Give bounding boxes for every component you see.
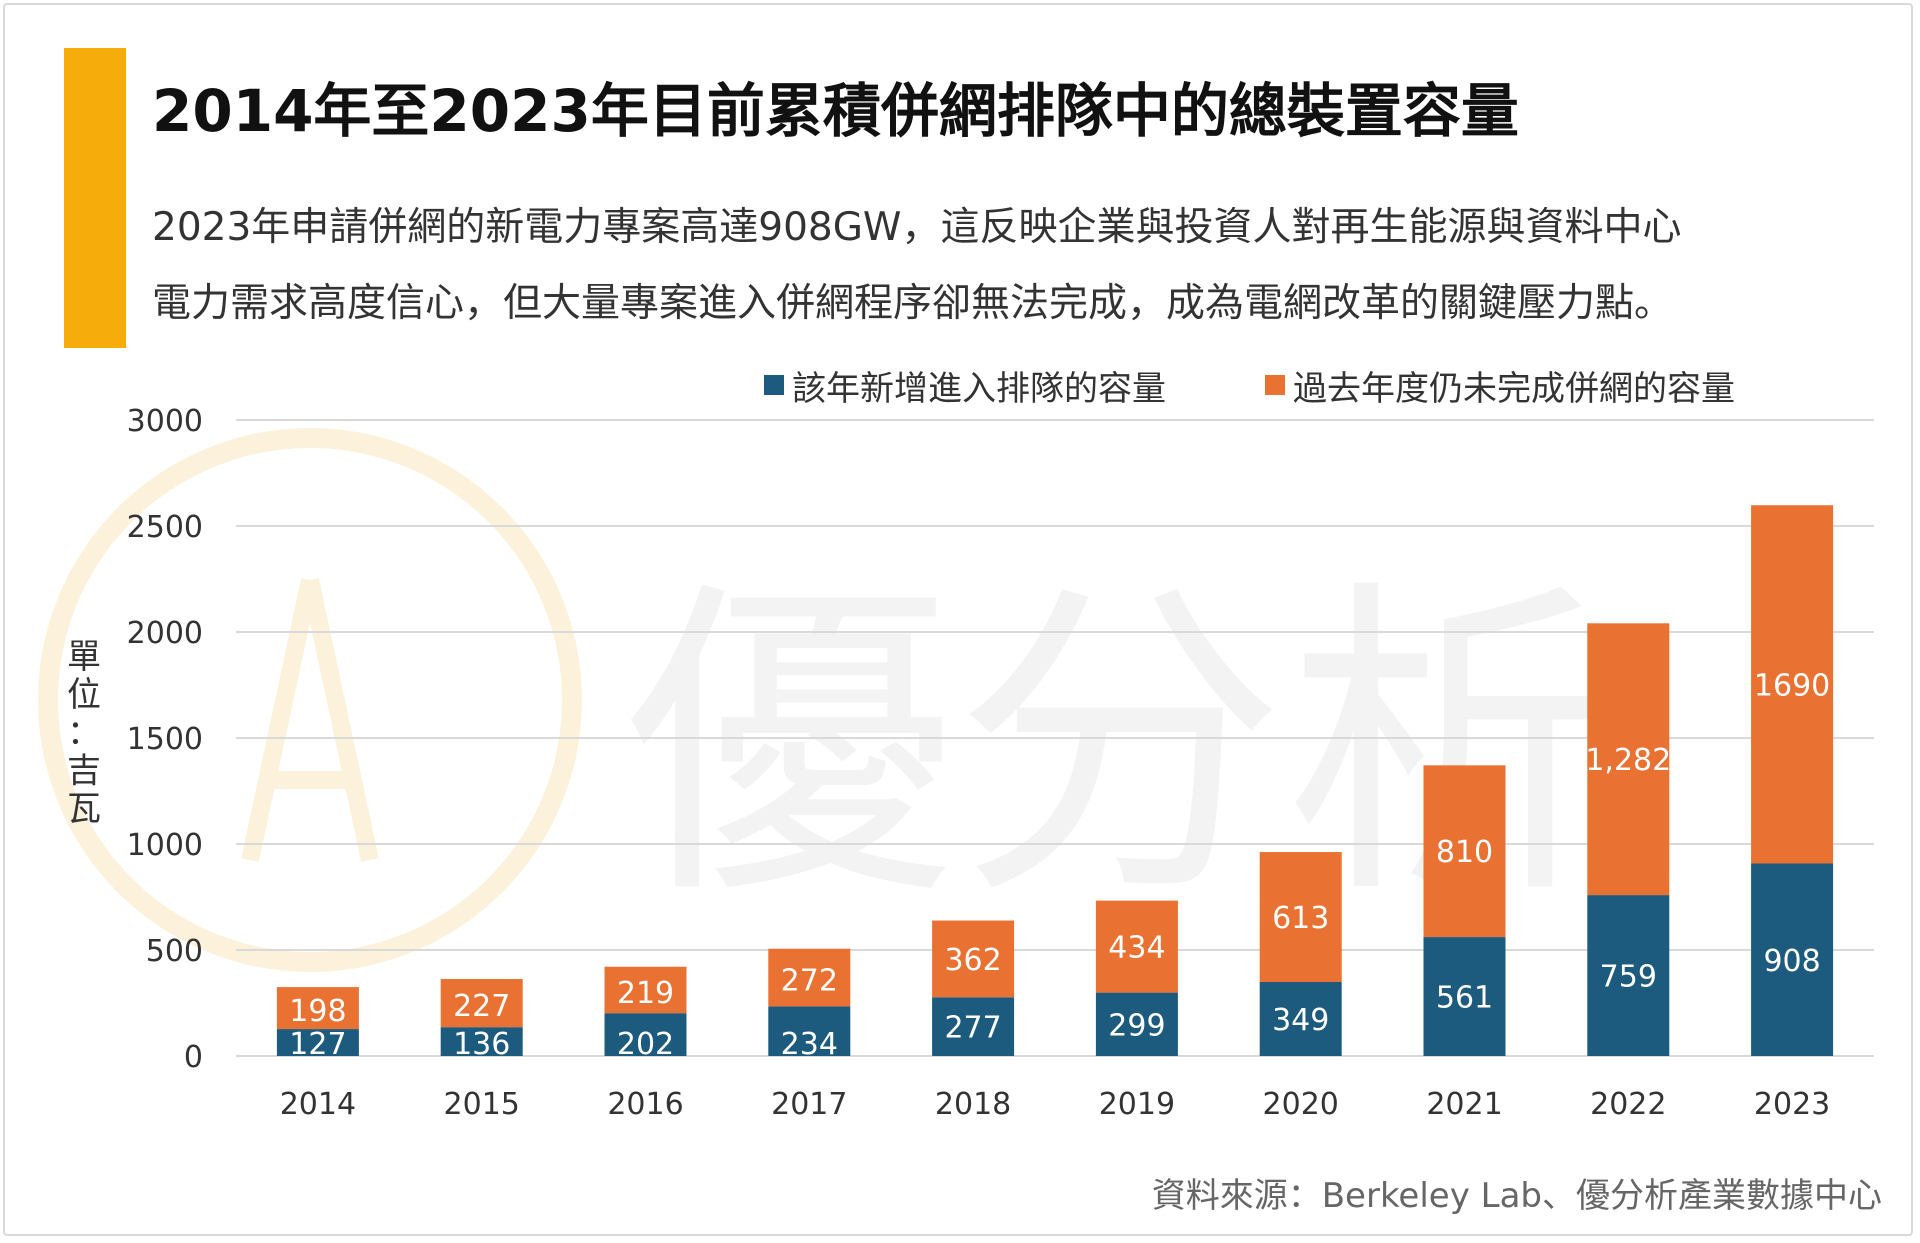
data-label-pending-2016: 219	[617, 976, 674, 1011]
data-label-new-2021: 561	[1436, 981, 1493, 1016]
y-axis-label: 單位：吉瓦	[67, 637, 101, 829]
y-tick-label: 500	[146, 934, 203, 969]
x-tick-label: 2015	[444, 1087, 520, 1122]
bar-pending-2023	[1751, 505, 1834, 864]
data-label-new-2014: 127	[289, 1027, 346, 1062]
y-axis-ticks: 0 500 1000 1500 2000 2500 3000	[127, 404, 203, 1075]
bar-new-2020	[1259, 982, 1342, 1056]
x-tick-label: 2017	[771, 1087, 847, 1122]
data-label-new-2015: 136	[453, 1027, 510, 1062]
data-label-pending-2017: 272	[781, 964, 838, 999]
x-tick-label: 2014	[280, 1087, 356, 1122]
x-tick-label: 2022	[1590, 1087, 1666, 1122]
legend-item-new: 該年新增進入排隊的容量	[764, 360, 1166, 410]
subtitle-line-2: 電力需求高度信心，但大量專案進入併網程序卻無法完成，成為電網改革的關鍵壓力點。	[152, 281, 1674, 326]
y-tick-label: 1500	[127, 722, 203, 757]
data-label-pending-2020: 613	[1272, 901, 1329, 936]
bar-pending-2015	[440, 979, 523, 1028]
bar-pending-2022	[1587, 623, 1670, 896]
bar-pending-2016	[604, 966, 687, 1014]
data-label-new-2016: 202	[617, 1027, 674, 1062]
x-tick-label: 2021	[1426, 1087, 1502, 1122]
bar-pending-2020	[1259, 852, 1342, 983]
x-tick-label: 2023	[1754, 1087, 1830, 1122]
legend-swatch-pending	[1265, 375, 1285, 395]
y-tick-label: 1000	[127, 828, 203, 863]
data-label-new-2023: 908	[1763, 944, 1820, 979]
legend-item-pending: 過去年度仍未完成併網的容量	[1265, 360, 1735, 410]
subtitle-line-1: 2023年申請併網的新電力專案高達908GW，這反映企業與投資人對再生能源與資料…	[152, 205, 1682, 250]
y-tick-label: 3000	[127, 404, 203, 439]
data-label-pending-2015: 227	[453, 989, 510, 1024]
bar-new-2023	[1751, 863, 1834, 1056]
data-label-pending-2019: 434	[1108, 931, 1165, 966]
data-label-new-2019: 299	[1108, 1008, 1165, 1043]
bar-pending-2014	[276, 987, 359, 1030]
y-tick-label: 0	[184, 1040, 203, 1075]
legend-swatch-new	[764, 375, 784, 395]
x-tick-label: 2019	[1099, 1087, 1175, 1122]
bar-new-2017	[768, 1006, 851, 1056]
chart-frame	[3, 3, 1913, 1236]
bar-new-2014	[276, 1029, 359, 1056]
bar-new-2022	[1587, 895, 1670, 1056]
data-label-new-2022: 759	[1600, 960, 1657, 995]
bar-pending-2021	[1423, 765, 1506, 938]
bar-pending-2019	[1095, 900, 1178, 993]
data-label-new-2017: 234	[781, 1027, 838, 1062]
title-accent-bar	[64, 48, 126, 348]
data-label-new-2018: 277	[944, 1011, 1001, 1046]
legend-label-new: 該年新增進入排隊的容量	[792, 368, 1166, 409]
bar-new-2018	[932, 997, 1015, 1056]
data-label-new-2020: 349	[1272, 1003, 1329, 1038]
bar-pending-2017	[768, 948, 851, 1007]
data-label-pending-2023: 1690	[1754, 668, 1830, 703]
data-label-pending-2014: 198	[289, 994, 346, 1029]
x-tick-label: 2018	[935, 1087, 1011, 1122]
x-axis-ticks: 2014 2015 2016 2017 2018 2019 2020 2021 2022 2023	[280, 1087, 1831, 1122]
x-tick-label: 2020	[1263, 1087, 1339, 1122]
y-tick-label: 2500	[127, 510, 203, 545]
x-tick-label: 2016	[607, 1087, 683, 1122]
y-tick-label: 2000	[127, 616, 203, 651]
data-label-pending-2018: 362	[944, 943, 1001, 978]
bar-new-2015	[440, 1027, 523, 1056]
bar-new-2016	[604, 1013, 687, 1056]
data-label-pending-2022: 1,282	[1585, 743, 1671, 778]
source-note: 資料來源：Berkeley Lab、優分析產業數據中心	[1151, 1176, 1882, 1216]
bar-pending-2018	[932, 920, 1015, 998]
bar-new-2019	[1095, 992, 1178, 1056]
legend-label-pending: 過去年度仍未完成併網的容量	[1293, 368, 1735, 409]
chart-title: 2014年至2023年目前累積併網排隊中的總裝置容量	[152, 77, 1519, 145]
bar-new-2021	[1423, 937, 1506, 1056]
data-label-pending-2021: 810	[1436, 835, 1493, 870]
chart-subtitle: 2023年申請併網的新電力專案高達908GW，這反映企業與投資人對再生能源與資料…	[152, 190, 1872, 342]
